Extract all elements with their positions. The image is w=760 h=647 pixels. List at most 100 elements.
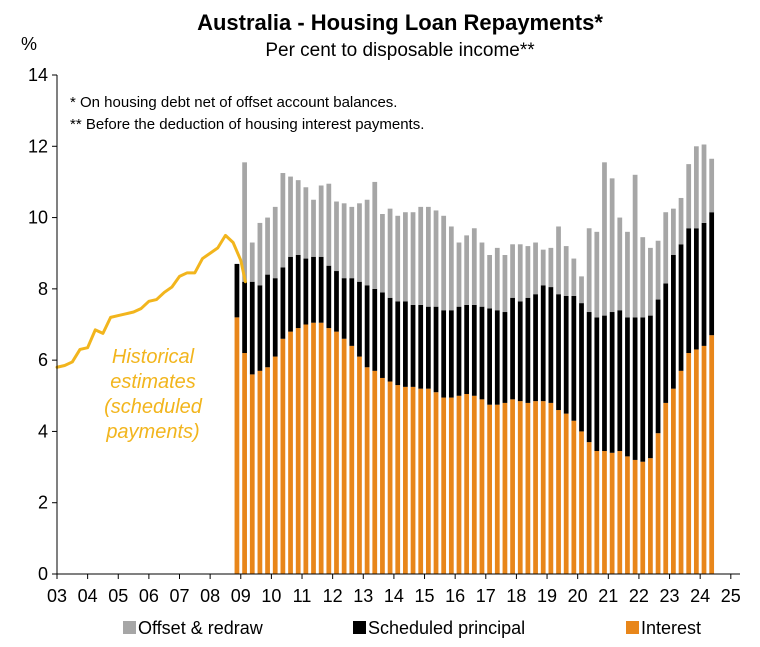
bar-interest-12 (326, 328, 332, 574)
bar-scheduled-principal-44 (571, 295, 577, 421)
bar-interest-29 (456, 395, 462, 574)
legend-swatch (353, 621, 366, 634)
chart-subtitle: Per cent to disposable income** (265, 40, 535, 61)
bar-offset-redraw-16 (357, 203, 362, 282)
bar-scheduled-principal-20 (387, 297, 393, 382)
bar-scheduled-principal-5 (272, 278, 278, 357)
bar-offset-redraw-51 (625, 231, 630, 318)
bar-offset-redraw-55 (655, 240, 661, 300)
annotation-line-4: payments) (105, 421, 199, 443)
bar-scheduled-principal-57 (671, 255, 676, 389)
y-tick-label: 0 (38, 564, 48, 584)
bar-interest-56 (663, 402, 669, 574)
bar-interest-41 (548, 402, 554, 574)
bar-scheduled-principal-33 (487, 308, 492, 405)
bar-interest-2 (249, 374, 255, 574)
x-tick-label: 13 (353, 586, 373, 606)
bar-interest-45 (579, 431, 584, 574)
bar-interest-17 (364, 367, 370, 574)
bar-scheduled-principal-29 (456, 306, 462, 396)
bar-interest-42 (556, 410, 561, 574)
bar-scheduled-principal-56 (663, 283, 669, 403)
bar-scheduled-principal-0 (234, 263, 240, 318)
bar-interest-44 (571, 420, 577, 574)
x-tick-label: 16 (445, 586, 465, 606)
bar-offset-redraw-29 (456, 242, 462, 307)
bar-offset-redraw-6 (280, 173, 286, 268)
x-tick-label: 17 (476, 586, 496, 606)
bar-offset-redraw-1 (242, 162, 247, 282)
bar-scheduled-principal-58 (678, 244, 684, 371)
bar-scheduled-principal-4 (265, 274, 270, 368)
bar-offset-redraw-20 (387, 208, 393, 298)
bar-offset-redraw-59 (686, 164, 692, 229)
bar-interest-26 (433, 392, 439, 574)
bar-offset-redraw-23 (410, 212, 416, 305)
bar-interest-62 (709, 335, 715, 574)
historical-estimates-line (55, 233, 247, 369)
bar-offset-redraw-3 (257, 222, 263, 286)
bar-scheduled-principal-55 (655, 299, 661, 434)
bar-offset-redraw-46 (586, 228, 592, 313)
y-tick-label: 6 (38, 350, 48, 370)
bar-scheduled-principal-36 (510, 297, 515, 400)
bar-interest-53 (640, 461, 646, 574)
bar-scheduled-principal-16 (357, 281, 362, 357)
bar-scheduled-principal-30 (464, 304, 470, 395)
bar-interest-60 (693, 349, 699, 574)
bar-interest-47 (594, 451, 600, 574)
bar-interest-10 (311, 322, 316, 574)
bar-scheduled-principal-15 (349, 278, 355, 346)
bar-scheduled-principal-10 (311, 256, 316, 323)
bar-interest-25 (425, 388, 431, 574)
bar-scheduled-principal-35 (502, 312, 508, 403)
x-tick-label: 23 (660, 586, 680, 606)
bar-interest-19 (380, 377, 385, 574)
bar-interest-20 (387, 381, 393, 574)
legend-label: Scheduled principal (368, 618, 525, 638)
x-tick-label: 14 (384, 586, 404, 606)
bar-scheduled-principal-52 (632, 317, 638, 460)
x-tick-label: 19 (537, 586, 557, 606)
bar-interest-28 (448, 397, 454, 574)
bar-scheduled-principal-2 (249, 281, 255, 375)
bar-offset-redraw-27 (441, 215, 447, 311)
bar-offset-redraw-12 (326, 183, 332, 266)
bar-offset-redraw-54 (648, 247, 653, 316)
bar-offset-redraw-25 (425, 206, 431, 307)
bar-interest-58 (678, 370, 684, 574)
legend-swatch (123, 621, 136, 634)
bar-interest-39 (533, 401, 538, 574)
annotation-line-2: estimates (110, 371, 196, 393)
footnote-1: * On housing debt net of offset account … (70, 94, 397, 111)
x-tick-label: 04 (78, 586, 98, 606)
bar-interest-35 (502, 402, 508, 574)
chart-title: Australia - Housing Loan Repayments* (197, 10, 603, 35)
x-tick-label: 03 (47, 586, 67, 606)
bar-interest-40 (540, 401, 546, 574)
bar-offset-redraw-32 (479, 242, 485, 307)
bar-interest-9 (303, 324, 309, 574)
bar-offset-redraw-26 (433, 210, 439, 307)
bar-scheduled-principal-40 (540, 285, 546, 402)
bar-interest-59 (686, 353, 692, 574)
bar-offset-redraw-14 (341, 203, 347, 279)
bar-interest-6 (280, 338, 286, 574)
bar-interest-8 (295, 328, 301, 574)
x-tick-label: 10 (261, 586, 281, 606)
bar-offset-redraw-9 (303, 187, 309, 259)
bar-offset-redraw-47 (594, 231, 600, 318)
bar-scheduled-principal-14 (341, 278, 347, 339)
x-tick-label: 07 (169, 586, 189, 606)
bar-scheduled-principal-17 (364, 285, 370, 368)
bar-offset-redraw-4 (265, 217, 270, 275)
bar-scheduled-principal-27 (441, 310, 447, 398)
bar-scheduled-principal-22 (403, 301, 408, 387)
bar-offset-redraw-40 (540, 249, 546, 286)
bar-scheduled-principal-8 (295, 255, 301, 329)
bar-offset-redraw-41 (548, 247, 554, 288)
bar-scheduled-principal-7 (288, 256, 293, 332)
bar-interest-54 (648, 458, 653, 574)
bar-offset-redraw-62 (709, 158, 715, 213)
